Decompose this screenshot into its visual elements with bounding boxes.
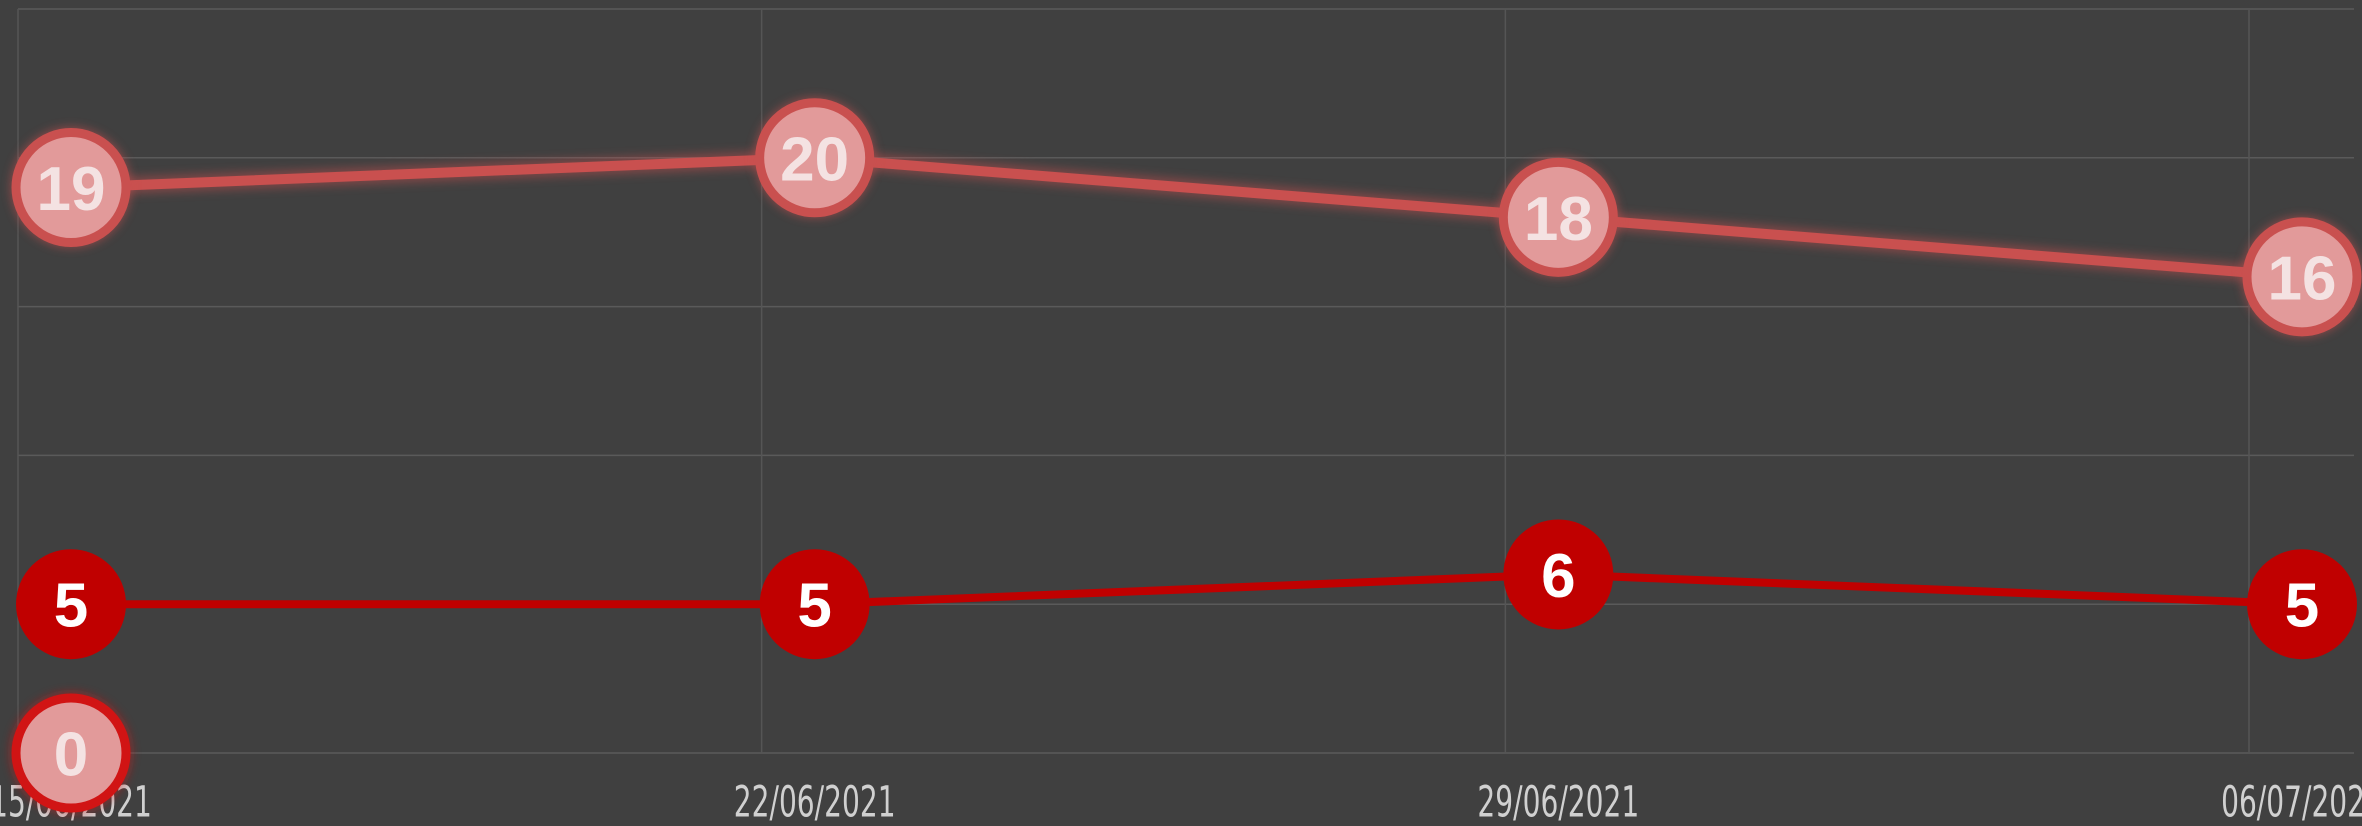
data-label: 19 — [37, 155, 106, 224]
marker — [2242, 217, 2362, 337]
data-label: 18 — [1524, 185, 1593, 254]
marker — [1498, 157, 1618, 277]
marker — [759, 549, 870, 660]
data-label: 20 — [780, 125, 849, 194]
marker — [11, 693, 131, 813]
x-tick-label: 22/06/2021 — [734, 779, 896, 826]
marker — [2247, 549, 2357, 660]
data-label: 5 — [2285, 572, 2319, 641]
data-label: 16 — [2268, 244, 2337, 313]
x-tick-label: 06/07/2021 — [2221, 779, 2362, 826]
data-label: 6 — [1541, 542, 1575, 611]
marker — [16, 549, 126, 660]
data-label: 0 — [54, 721, 88, 790]
marker — [11, 128, 131, 248]
line — [71, 570, 2303, 609]
line — [70, 152, 2303, 282]
marker — [1503, 519, 1614, 630]
marker — [755, 98, 875, 218]
data-label: 5 — [797, 572, 831, 641]
data-label: 5 — [54, 572, 88, 641]
x-tick-label: 29/06/2021 — [1477, 779, 1639, 826]
